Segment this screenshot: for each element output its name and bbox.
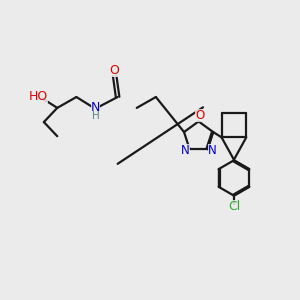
Text: O: O [110, 64, 120, 77]
Text: N: N [181, 144, 190, 157]
Text: H: H [92, 111, 99, 121]
Text: N: N [208, 144, 216, 157]
Text: Cl: Cl [228, 200, 240, 213]
Text: N: N [91, 101, 100, 114]
Text: O: O [195, 109, 205, 122]
Text: HO: HO [28, 91, 48, 103]
